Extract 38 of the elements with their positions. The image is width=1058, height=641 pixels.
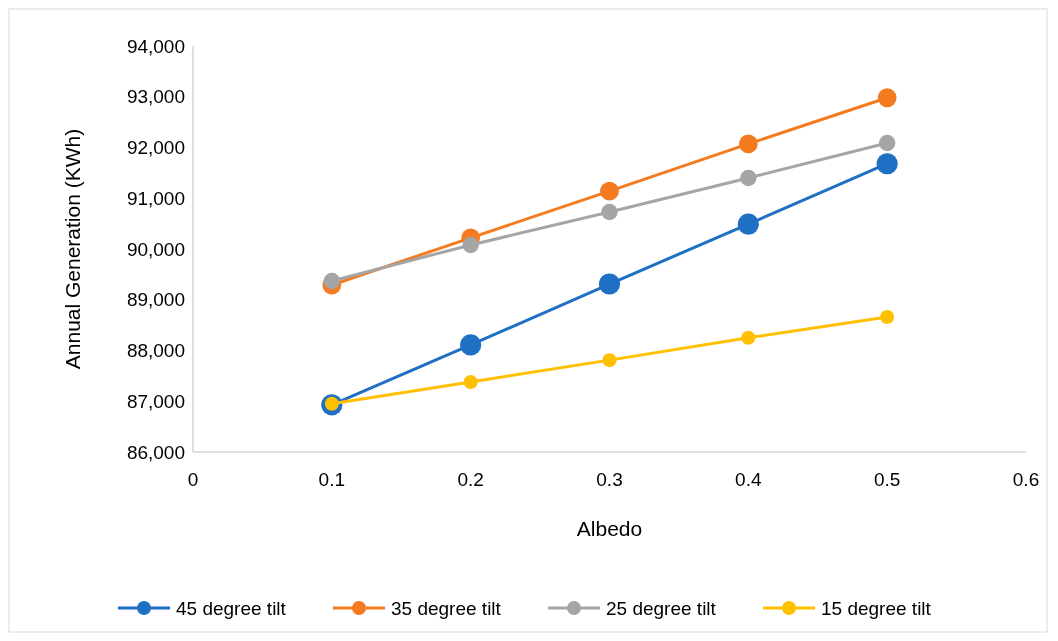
y-tick-label: 88,000 [126, 340, 185, 362]
legend-label: 45 degree tilt [176, 597, 287, 619]
point [738, 134, 758, 154]
x-tick-label: 0.6 [1012, 469, 1040, 490]
y-tick-label: 94,000 [126, 35, 185, 57]
legend-label: 15 degree tilt [821, 597, 932, 619]
point [737, 213, 759, 235]
point [460, 334, 482, 356]
point [463, 374, 478, 389]
point [878, 134, 896, 152]
y-tick-label: 93,000 [126, 86, 185, 108]
point [598, 273, 621, 295]
point [880, 310, 895, 324]
x-tick-label: 0.2 [457, 469, 484, 490]
point [877, 88, 897, 108]
x-tick-label: 0.4 [735, 469, 762, 490]
point [601, 203, 618, 221]
x-tick-label: 0.1 [318, 469, 346, 490]
x-tick-label: 0.5 [873, 469, 901, 490]
y-tick-label: 89,000 [126, 289, 185, 311]
y-tick-label: 86,000 [126, 441, 185, 463]
y-axis-title: Annual Generation (KWh) [61, 128, 84, 370]
y-tick-label: 90,000 [126, 238, 185, 260]
x-tick-label: 0 [187, 469, 199, 490]
point [323, 272, 341, 290]
point [740, 169, 757, 187]
x-tick-label: 0.3 [596, 469, 623, 490]
point [600, 181, 619, 201]
legend-label: 35 degree tilt [391, 597, 502, 619]
x-axis-title: Albedo [576, 517, 643, 540]
y-tick-label: 87,000 [126, 390, 185, 412]
y-tick-label: 91,000 [126, 187, 185, 209]
point [602, 353, 617, 368]
point [462, 236, 479, 254]
point [741, 330, 756, 345]
legend-label: 25 degree tilt [606, 597, 717, 619]
y-tick-label: 92,000 [126, 137, 185, 159]
point [876, 153, 898, 175]
